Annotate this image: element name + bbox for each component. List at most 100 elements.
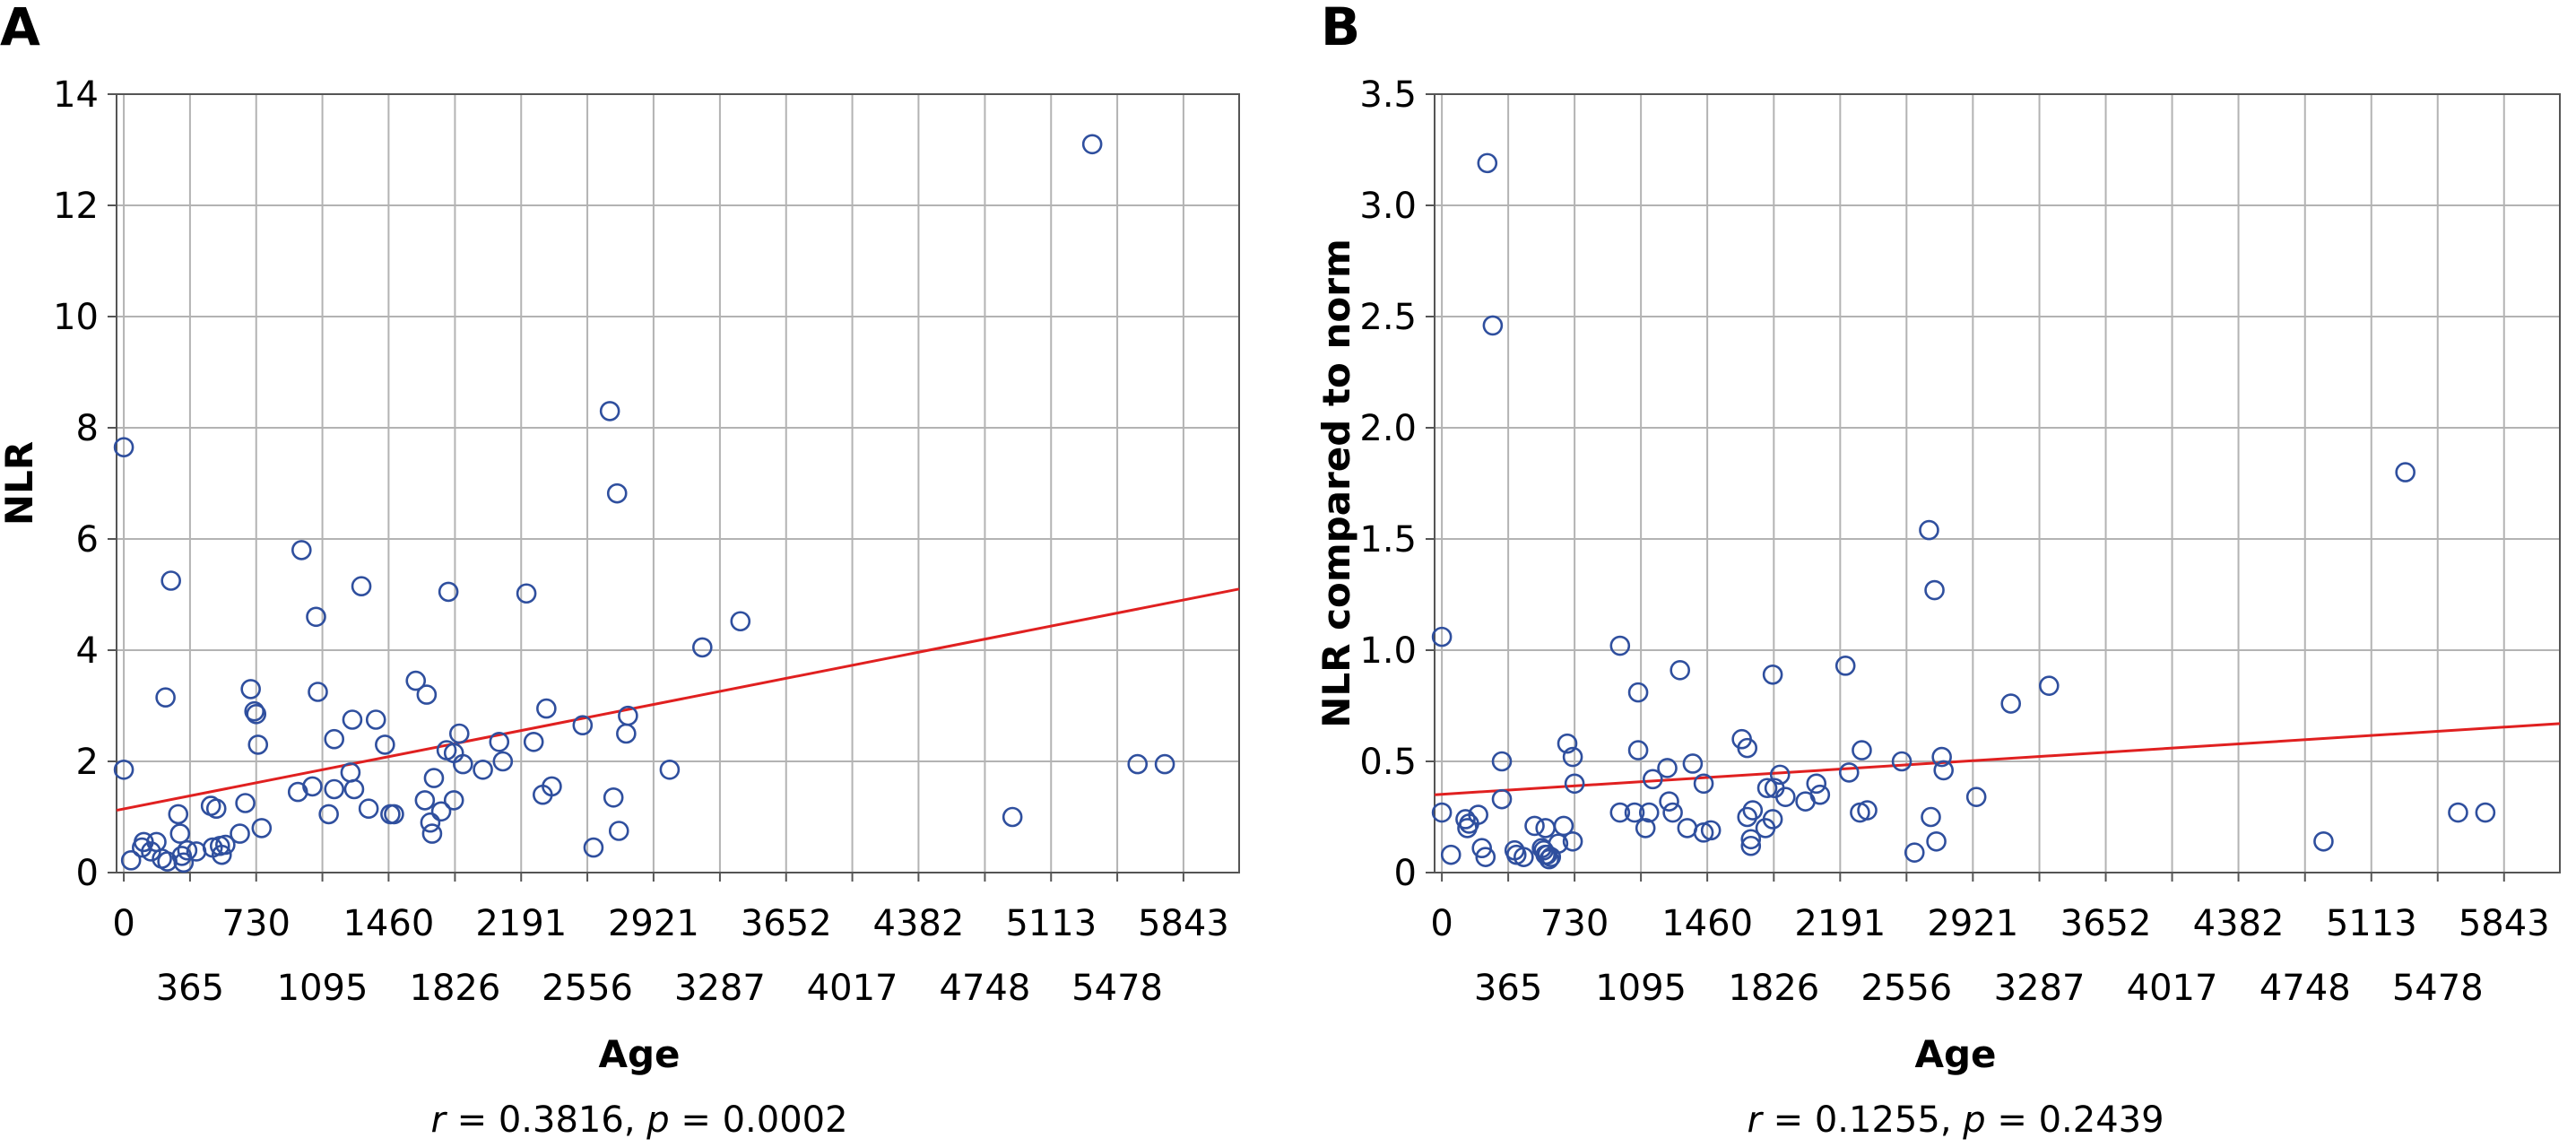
panel-b-data-point	[1491, 788, 1513, 810]
panel-b-grid	[1435, 93, 2560, 873]
panel-a-data-point	[340, 762, 361, 783]
panel-b-data-point	[1482, 315, 1504, 336]
panel-a-x-tick-label: 5113	[1005, 903, 1097, 944]
panel-a-y-tick-label: 14	[53, 74, 99, 116]
panel-b-x-tick-label: 5843	[2459, 903, 2550, 944]
panel-b-data-point	[1740, 829, 1762, 850]
panel-a-data-point	[606, 482, 628, 504]
panel-b-data-point	[1919, 519, 1939, 541]
panel-b-data-point	[1609, 802, 1631, 823]
panel-a-x-tick-label: 0	[112, 903, 134, 944]
panel-a-y-tick-label: 6	[76, 519, 99, 560]
panel-b-data-point	[1431, 626, 1453, 647]
panel-b-x-tick-label: 365	[1474, 968, 1542, 1009]
panel-b-data-point	[1624, 802, 1645, 823]
panel-b-data-point	[1965, 786, 1987, 807]
panel-b-data-point	[1440, 844, 1461, 865]
panel-b-data-point	[2395, 462, 2416, 482]
panel-b-data-point	[1524, 815, 1545, 837]
panel-a-grid	[117, 93, 1239, 873]
panel-a-p-label: p	[646, 1099, 669, 1141]
panel-a-y-tick-label: 2	[76, 742, 99, 783]
panel-a-data-point	[168, 804, 189, 825]
panel-b-data-point	[1924, 579, 1945, 601]
panel-a-points	[113, 134, 1175, 873]
panel-b-data-point	[1514, 847, 1534, 867]
panel-a-data-point	[343, 778, 365, 800]
panel-a-data-point	[246, 703, 267, 725]
panel-a-x-tick-label: 365	[156, 968, 224, 1009]
panel-a-data-point	[113, 437, 134, 458]
panel-a-data-point	[120, 850, 142, 871]
panel-a-x-tick-label: 4382	[873, 903, 965, 944]
panel-a-data-point	[384, 804, 404, 825]
panel-a-data-point	[169, 823, 191, 844]
panel-a-data-point	[473, 759, 493, 780]
panel-a-data-point	[423, 768, 445, 788]
panel-b-x-tick-label: 3287	[1994, 968, 2086, 1009]
panel-b-x-tick-label: 1826	[1728, 968, 1819, 1009]
panel-b-x-tick-label: 0	[1430, 903, 1453, 944]
panel-a-x-tick-label: 2556	[542, 968, 633, 1009]
panel-a-y-tick-label: 8	[76, 408, 99, 449]
panel-b-data-point	[1834, 656, 1856, 676]
panel-b-data-point	[1638, 802, 1660, 823]
panel-b-data-point	[1562, 746, 1583, 768]
panel-b-data-point	[2448, 802, 2468, 823]
panel-a-y-tick-label: 4	[76, 630, 99, 672]
panel-b-data-point	[1475, 847, 1496, 867]
panel-b-data-point	[1762, 809, 1783, 830]
panel-b-points	[1431, 152, 2496, 870]
panel-a-data-point	[306, 606, 326, 628]
panel-b-data-point	[1535, 818, 1556, 839]
panel-b-data-point	[1852, 740, 1872, 760]
panel-b-data-point	[1491, 751, 1513, 772]
panel-a-data-point	[405, 670, 427, 691]
panel-a-data-point	[572, 715, 594, 736]
panel-b-x-tick-label: 2191	[1794, 903, 1886, 944]
panel-a-x-tick-label: 2921	[608, 903, 699, 944]
panel-a-data-point	[1127, 753, 1149, 775]
panel-b-data-point	[1926, 830, 1947, 852]
panel-a-data-point	[173, 852, 195, 873]
panel-a-data-point	[1154, 753, 1175, 775]
panel-a-x-tick-label: 730	[222, 903, 291, 944]
panel-a-data-point	[659, 759, 681, 780]
panel-a-data-point	[618, 705, 638, 726]
panel-b-data-point	[1806, 773, 1827, 795]
panel-a-data-point	[235, 793, 256, 813]
panel-b-regression-line	[1434, 722, 2561, 796]
panel-b-x-tick-label: 3652	[2060, 903, 2152, 944]
panel-b-x-tick-label: 1460	[1661, 903, 1753, 944]
panel-a-data-point	[416, 684, 438, 705]
panel-a-data-point	[212, 844, 232, 865]
panel-a-y-tick-label: 0	[76, 853, 99, 894]
panel-b-x-tick-label: 4748	[2259, 968, 2351, 1009]
panel-b-data-point	[1682, 753, 1704, 774]
panel-a-x-tick-label: 5478	[1071, 968, 1163, 1009]
panel-a-data-point	[365, 709, 386, 730]
panel-b-letter: B	[1321, 0, 1360, 57]
panel-b-data-point	[1742, 800, 1764, 821]
panel-b-x-tick-label: 1095	[1595, 968, 1687, 1009]
panel-b-data-point	[2313, 830, 2334, 852]
panel-a-y-axis-title: NLR	[0, 441, 41, 526]
panel-b-data-point	[1553, 815, 1574, 837]
panel-a-data-point	[603, 786, 624, 808]
panel-b-x-tick-label: 5478	[2392, 968, 2484, 1009]
panel-a-data-point	[692, 637, 713, 658]
panel-b-data-point	[2475, 802, 2496, 823]
panel-b-data-point	[1548, 833, 1569, 855]
panel-a-data-point	[608, 821, 629, 841]
panel-b-data-point	[1809, 784, 1831, 805]
panel-a-data-point	[438, 581, 459, 603]
panel-b-x-axis-title: Age	[1914, 1032, 1996, 1076]
panel-b-data-point	[1693, 773, 1714, 795]
panel-b-data-point	[1762, 664, 1783, 685]
panel-a-x-tick-label: 4748	[940, 968, 1031, 1009]
panel-a-data-point	[489, 731, 510, 752]
panel-a-data-point	[342, 709, 363, 730]
panel-a-letter: A	[0, 0, 40, 57]
panel-b-data-point	[1662, 802, 1683, 823]
panel-a-data-point	[251, 818, 273, 839]
